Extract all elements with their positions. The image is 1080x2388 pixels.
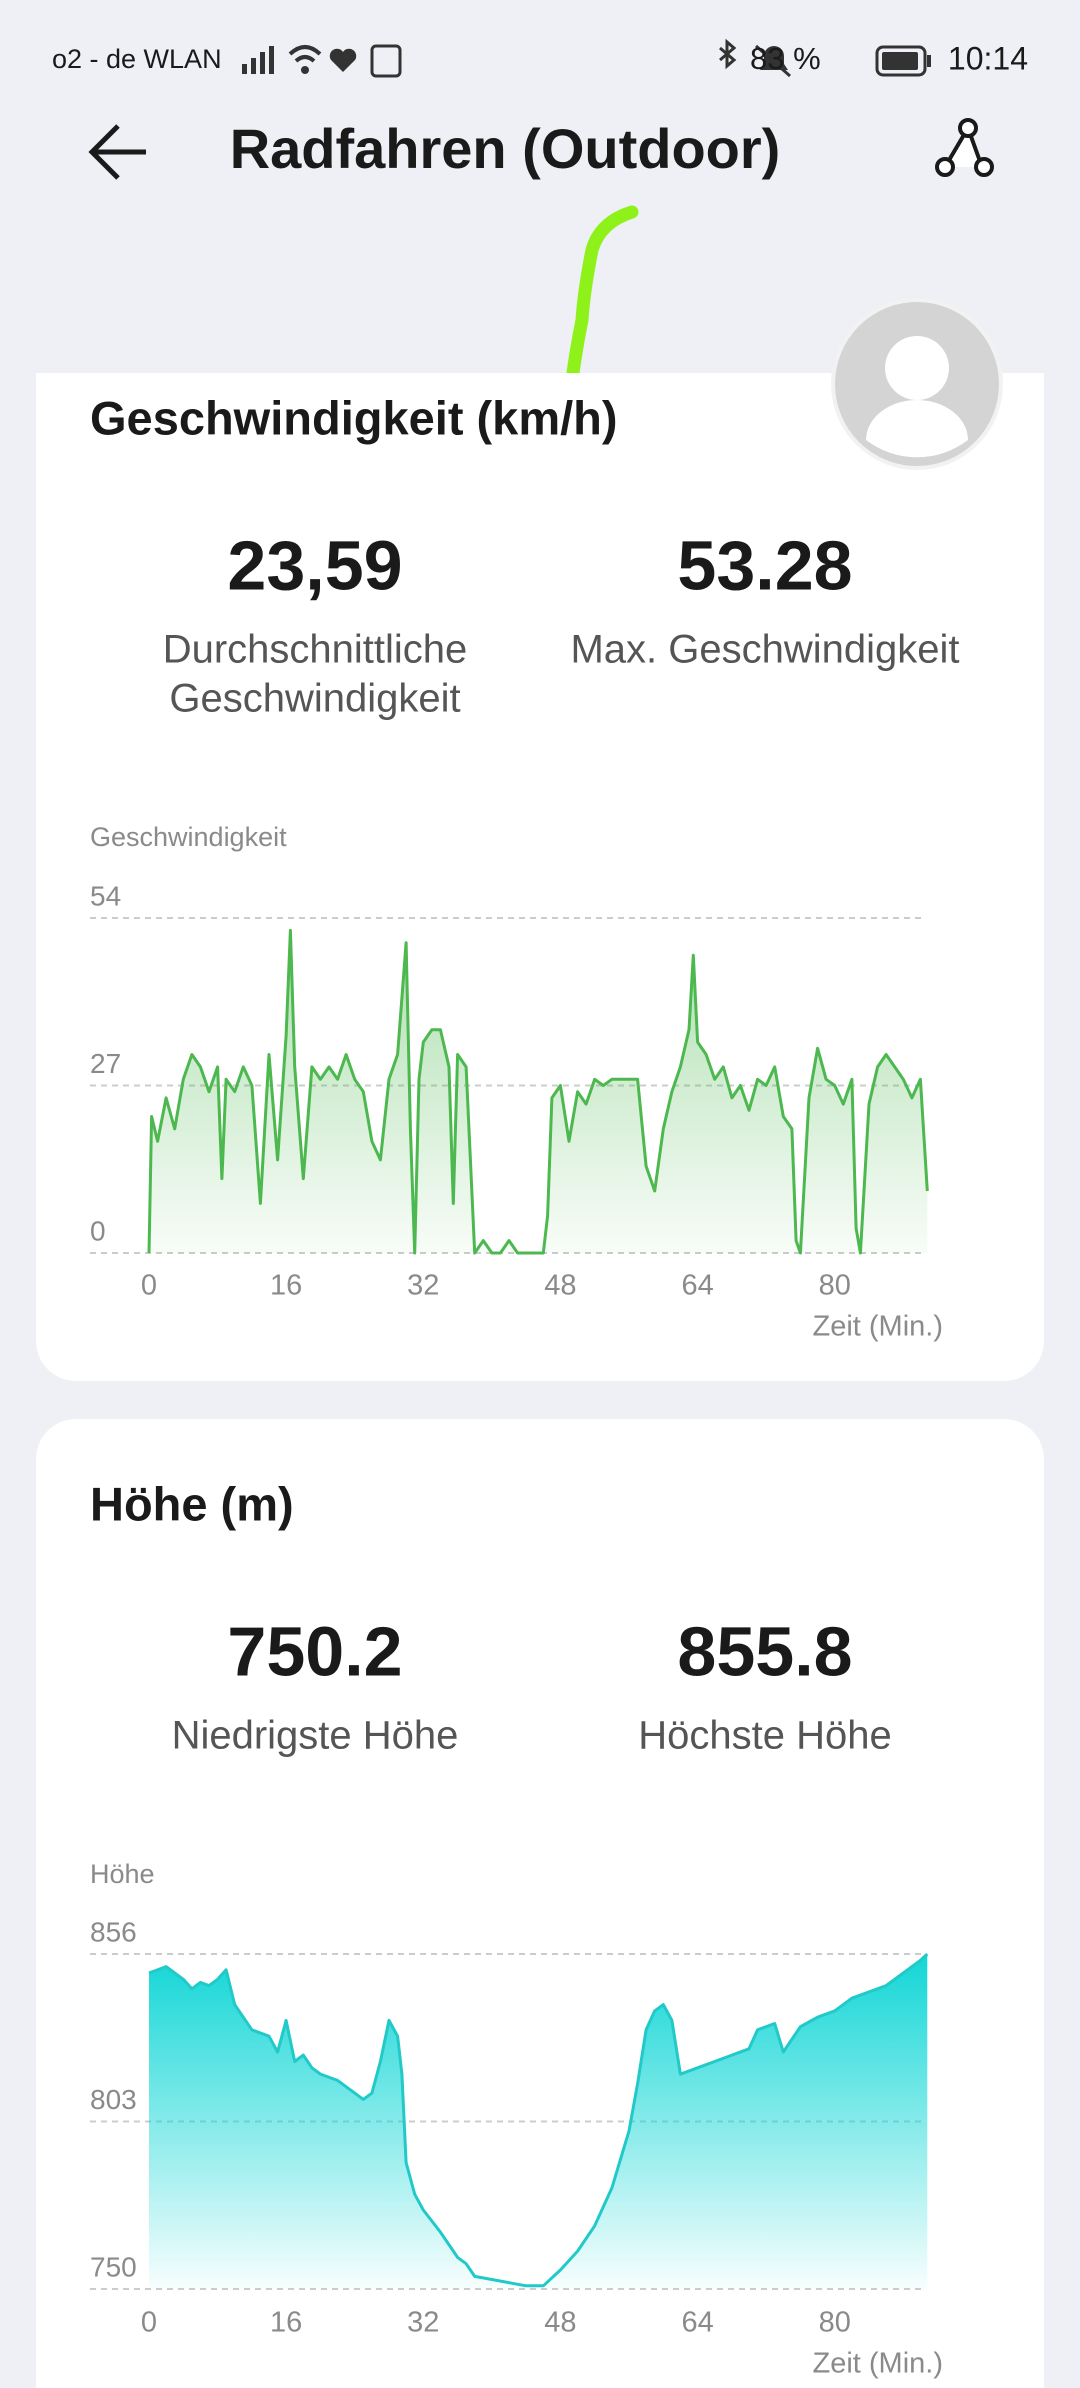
x-tick-label: 80 <box>819 1270 851 1302</box>
stat-value: 855.8 <box>677 1612 852 1690</box>
avatar[interactable] <box>831 298 1003 470</box>
card-title: Höhe (m) <box>90 1477 294 1530</box>
stat-value: 750.2 <box>227 1612 402 1690</box>
x-tick-label: 80 <box>819 2307 851 2339</box>
card-title: Geschwindigkeit (km/h) <box>90 391 618 444</box>
x-tick-label: 16 <box>270 1270 302 1302</box>
time: 10:14 <box>948 40 1028 76</box>
line <box>147 928 929 1255</box>
route-map <box>565 205 639 387</box>
line <box>148 1952 929 2288</box>
y-tick-label: 750 <box>90 2251 137 2282</box>
route-button[interactable] <box>935 118 994 177</box>
x-tick-label: 32 <box>407 2307 439 2339</box>
page-title: Radfahren (Outdoor) <box>230 117 781 180</box>
stat-label: Niedrigste Höhe <box>172 1714 459 1758</box>
stat-label: Geschwindigkeit <box>169 677 460 721</box>
x-tick-label: 0 <box>141 1270 157 1302</box>
battery: 83 % <box>750 41 821 76</box>
y-axis-label: Geschwindigkeit <box>90 822 287 852</box>
x-tick-label: 16 <box>270 2307 302 2339</box>
y-tick-label: 27 <box>90 1048 121 1079</box>
y-axis-label: Höhe <box>90 1859 155 1889</box>
back-button[interactable] <box>88 124 146 180</box>
stat-value: 23,59 <box>227 526 402 604</box>
y-tick-label: 856 <box>90 1916 137 1947</box>
x-tick-label: 48 <box>544 2307 576 2339</box>
y-tick-label: 803 <box>90 2084 137 2115</box>
x-axis-label: Zeit (Min.) <box>813 2348 944 2380</box>
stat-label: Max. Geschwindigkeit <box>570 628 959 672</box>
carrier: o2 - de WLAN <box>52 44 222 74</box>
area-fill <box>149 930 928 1253</box>
y-tick-label: 54 <box>90 880 121 911</box>
stat-label: Durchschnittliche <box>163 628 468 672</box>
x-axis-label: Zeit (Min.) <box>813 1311 944 1343</box>
x-tick-label: 64 <box>681 1270 713 1302</box>
x-tick-label: 48 <box>544 1270 576 1302</box>
x-tick-label: 64 <box>681 2307 713 2339</box>
stat-value: 53.28 <box>677 526 852 604</box>
stat-label: Höchste Höhe <box>638 1714 891 1758</box>
area-fill <box>149 1954 928 2289</box>
x-tick-label: 0 <box>141 2307 157 2339</box>
y-tick-label: 0 <box>90 1215 106 1246</box>
status-icons <box>242 38 931 78</box>
x-tick-label: 32 <box>407 1270 439 1302</box>
